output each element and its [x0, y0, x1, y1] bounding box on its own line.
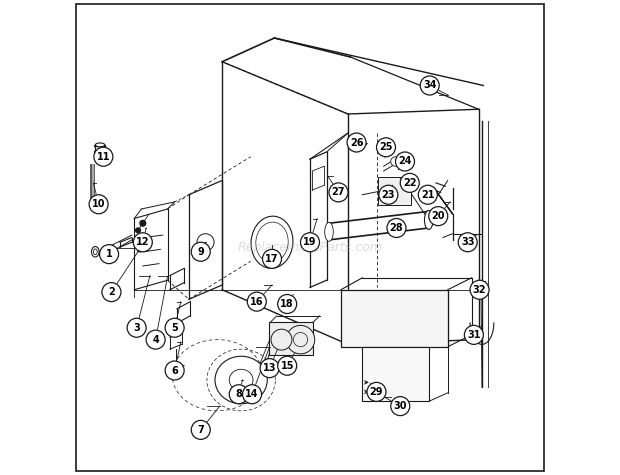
- Text: 25: 25: [379, 142, 392, 152]
- Circle shape: [262, 249, 281, 268]
- Circle shape: [458, 233, 477, 252]
- Text: 17: 17: [265, 254, 279, 264]
- Text: 33: 33: [461, 237, 474, 247]
- Text: 15: 15: [280, 361, 294, 371]
- Circle shape: [376, 138, 396, 157]
- Text: 2: 2: [108, 287, 115, 297]
- Ellipse shape: [425, 210, 433, 229]
- Circle shape: [165, 318, 184, 337]
- Circle shape: [165, 361, 184, 380]
- Ellipse shape: [256, 222, 288, 262]
- Text: 1: 1: [105, 249, 112, 259]
- Ellipse shape: [92, 247, 99, 257]
- Text: 34: 34: [423, 80, 436, 91]
- Circle shape: [429, 207, 448, 226]
- Circle shape: [100, 245, 118, 264]
- Circle shape: [418, 185, 437, 204]
- Circle shape: [247, 292, 267, 311]
- Text: 26: 26: [350, 137, 363, 148]
- Text: 21: 21: [421, 190, 435, 200]
- Circle shape: [94, 147, 113, 166]
- FancyBboxPatch shape: [362, 347, 429, 401]
- Circle shape: [133, 233, 153, 252]
- Circle shape: [293, 332, 308, 347]
- Text: 9: 9: [197, 247, 204, 257]
- Circle shape: [140, 220, 146, 226]
- Circle shape: [387, 218, 406, 238]
- Circle shape: [379, 185, 398, 204]
- Circle shape: [470, 280, 489, 299]
- Text: 14: 14: [246, 389, 259, 399]
- Text: 29: 29: [370, 387, 383, 397]
- Ellipse shape: [229, 370, 253, 390]
- Circle shape: [347, 133, 366, 152]
- Text: 12: 12: [136, 237, 149, 247]
- Circle shape: [260, 359, 279, 378]
- Text: 3: 3: [133, 323, 140, 333]
- Circle shape: [136, 228, 140, 233]
- Text: 27: 27: [332, 187, 345, 198]
- Text: 16: 16: [250, 296, 264, 307]
- Text: 32: 32: [473, 285, 486, 295]
- Circle shape: [464, 325, 484, 344]
- Text: 20: 20: [432, 211, 445, 221]
- Text: 10: 10: [92, 199, 105, 209]
- Circle shape: [301, 233, 319, 252]
- Circle shape: [278, 294, 297, 314]
- Text: 31: 31: [467, 330, 480, 340]
- Circle shape: [278, 356, 297, 375]
- Circle shape: [391, 157, 401, 166]
- Ellipse shape: [215, 356, 267, 404]
- FancyBboxPatch shape: [378, 177, 410, 205]
- Circle shape: [197, 234, 214, 251]
- Text: 24: 24: [398, 156, 412, 167]
- Circle shape: [420, 76, 439, 95]
- Text: 30: 30: [394, 401, 407, 411]
- Text: 13: 13: [263, 363, 277, 373]
- Circle shape: [229, 385, 248, 404]
- Circle shape: [242, 385, 262, 404]
- Circle shape: [89, 195, 108, 214]
- Circle shape: [391, 397, 410, 416]
- Ellipse shape: [94, 249, 97, 255]
- Text: 8: 8: [236, 389, 242, 399]
- Text: ReplacementParts.com: ReplacementParts.com: [237, 241, 383, 255]
- FancyBboxPatch shape: [341, 290, 448, 347]
- Circle shape: [367, 382, 386, 401]
- Ellipse shape: [251, 216, 293, 268]
- Ellipse shape: [95, 143, 105, 147]
- Circle shape: [329, 183, 348, 202]
- Circle shape: [286, 325, 315, 354]
- Ellipse shape: [325, 222, 334, 241]
- Circle shape: [191, 242, 210, 261]
- FancyBboxPatch shape: [268, 322, 313, 355]
- Text: 18: 18: [280, 299, 294, 309]
- Circle shape: [401, 173, 419, 192]
- Circle shape: [271, 329, 292, 350]
- Text: 23: 23: [382, 190, 395, 200]
- Text: 6: 6: [171, 365, 178, 376]
- Circle shape: [191, 420, 210, 439]
- Text: 19: 19: [303, 237, 317, 247]
- Text: 11: 11: [97, 152, 110, 162]
- Text: 5: 5: [171, 323, 178, 333]
- Text: 4: 4: [153, 334, 159, 345]
- Circle shape: [396, 152, 415, 171]
- Circle shape: [127, 318, 146, 337]
- Text: 7: 7: [197, 425, 204, 435]
- Text: 22: 22: [403, 178, 417, 188]
- Circle shape: [146, 330, 165, 349]
- Text: 28: 28: [389, 223, 403, 233]
- Circle shape: [102, 283, 121, 302]
